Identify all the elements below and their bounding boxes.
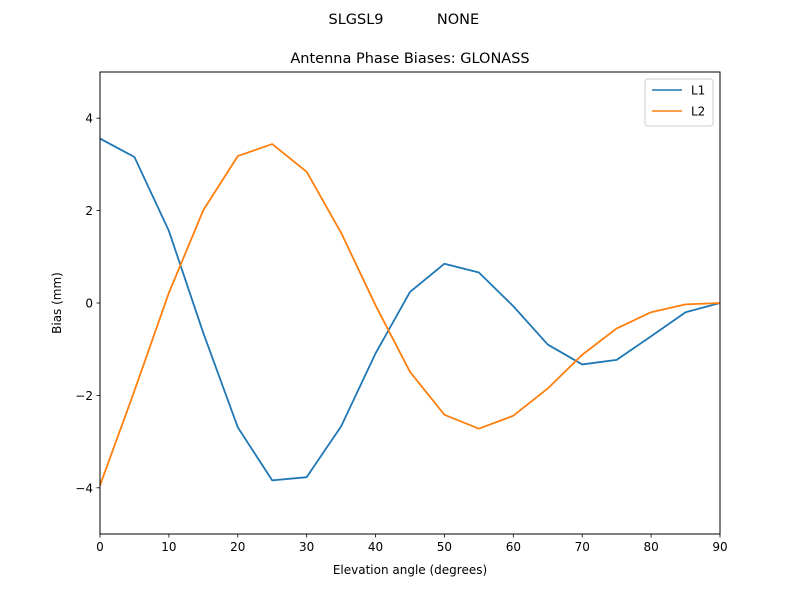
legend-label-l2: L2 xyxy=(691,105,705,119)
suptitle-radome: NONE xyxy=(437,12,479,28)
x-tick-label: 90 xyxy=(712,540,727,554)
y-tick-label: 2 xyxy=(85,204,93,218)
figure-suptitle: SLGSL9 NONE xyxy=(328,12,479,28)
plot-series-group xyxy=(99,137,721,486)
x-tick-label: 10 xyxy=(161,540,176,554)
x-axis-ticks: 0 10 20 30 40 50 60 70 80 90 xyxy=(96,534,728,554)
y-tick-label: 0 xyxy=(85,297,93,311)
y-axis-label: Bias (mm) xyxy=(50,272,64,334)
x-tick-label: 50 xyxy=(437,540,452,554)
series-line-l1 xyxy=(99,137,721,482)
y-tick-label: −4 xyxy=(75,481,93,495)
suptitle-station: SLGSL9 xyxy=(328,12,383,28)
series-line-l2 xyxy=(99,143,721,486)
y-axis-ticks: −4 −2 0 2 4 xyxy=(75,112,100,495)
x-tick-label: 60 xyxy=(506,540,521,554)
y-tick-label: 4 xyxy=(85,112,93,126)
x-tick-label: 80 xyxy=(643,540,658,554)
legend-label-l1: L1 xyxy=(691,84,705,98)
x-tick-label: 20 xyxy=(230,540,245,554)
x-axis-label: Elevation angle (degrees) xyxy=(333,563,487,577)
x-tick-label: 40 xyxy=(368,540,383,554)
chart-title: Antenna Phase Biases: GLONASS xyxy=(290,51,529,67)
x-tick-label: 30 xyxy=(299,540,314,554)
y-tick-label: −2 xyxy=(75,389,93,403)
x-tick-label: 70 xyxy=(575,540,590,554)
x-tick-label: 0 xyxy=(96,540,104,554)
legend: L1 L2 xyxy=(644,78,714,127)
